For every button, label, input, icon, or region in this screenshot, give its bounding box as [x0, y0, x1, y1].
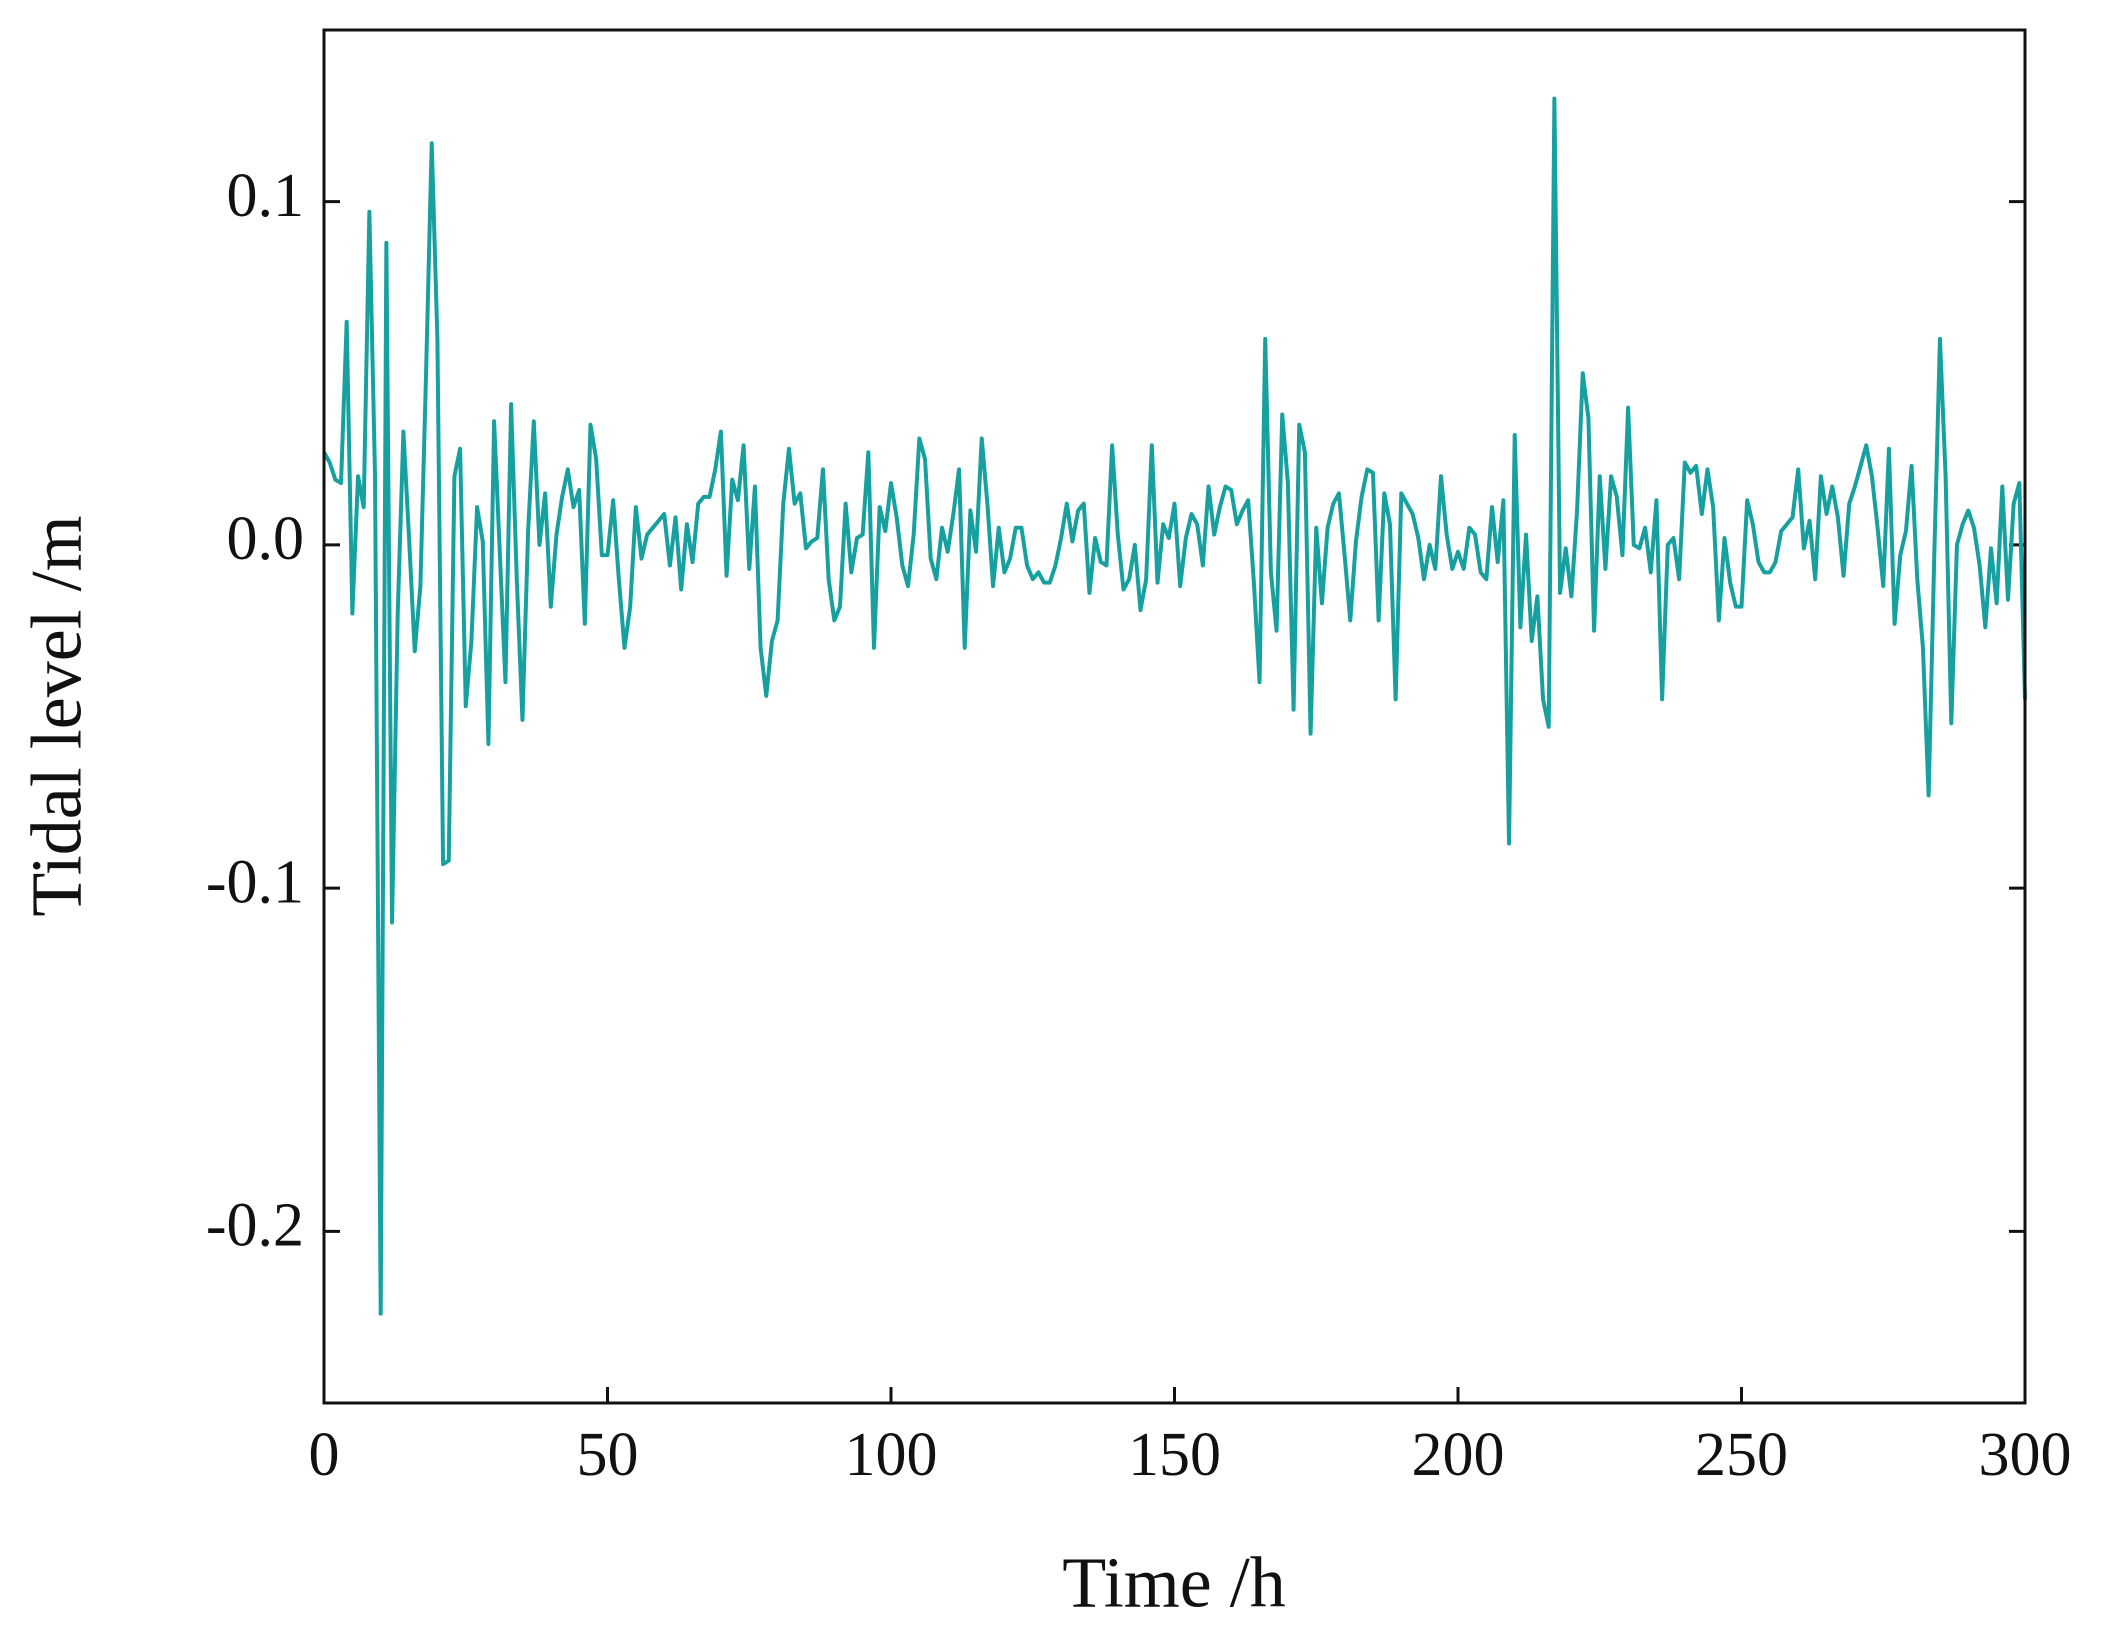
x-tick-label: 250 — [1695, 1421, 1788, 1489]
y-tick-label: -0.2 — [206, 1192, 304, 1260]
x-tick-label: 200 — [1412, 1421, 1505, 1489]
x-tick-label: 150 — [1128, 1421, 1221, 1489]
y-tick-label: -0.1 — [206, 848, 304, 916]
x-tick-label: 100 — [845, 1421, 938, 1489]
y-tick-label: 0.0 — [227, 505, 305, 573]
x-axis-title: Time /h — [1062, 1543, 1285, 1623]
x-tick-label: 300 — [1979, 1421, 2072, 1489]
x-tick-label: 50 — [577, 1421, 639, 1489]
plot-frame — [322, 28, 2027, 1405]
line-series — [322, 96, 2027, 1316]
y-axis-title: Tidal level /m — [17, 515, 97, 916]
x-tick-label: 0 — [309, 1421, 340, 1489]
y-tick-label: 0.1 — [227, 162, 305, 230]
